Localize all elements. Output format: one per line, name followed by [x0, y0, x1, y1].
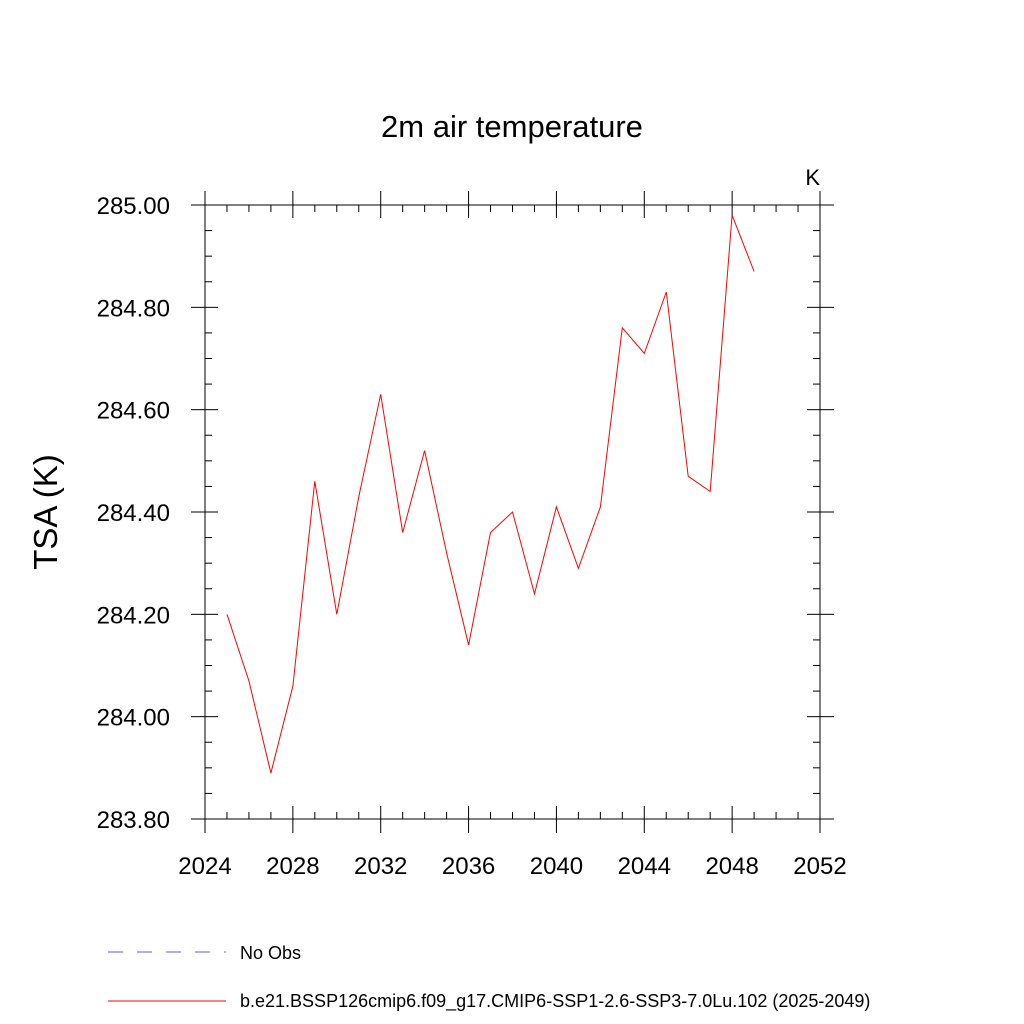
y-tick-label: 284.60	[97, 398, 170, 425]
y-tick-label: 284.80	[97, 295, 170, 322]
y-tick-label: 284.20	[97, 602, 170, 629]
legend-label-no-obs: No Obs	[240, 943, 301, 963]
chart-title: 2m air temperature	[381, 109, 643, 144]
series-line	[226, 215, 755, 774]
x-tick-label: 2024	[178, 853, 231, 880]
legend: No Obs b.e21.BSSP126cmip6.f09_g17.CMIP6-…	[108, 943, 870, 1012]
y-axis: 283.80 284.00 284.20 284.40 284.60 284.80 285.…	[97, 193, 834, 834]
legend-label-model-run: b.e21.BSSP126cmip6.f09_g17.CMIP6-SSP1-2.…	[240, 991, 870, 1012]
y-tick-label: 284.00	[97, 705, 170, 732]
x-tick-label: 2040	[530, 853, 583, 880]
y-tick-label: 284.40	[97, 500, 170, 527]
x-axis: 2024 2028 2032 2036 2040 2044 2048 2052	[178, 191, 847, 880]
x-tick-label: 2028	[266, 853, 319, 880]
x-tick-label: 2032	[354, 853, 407, 880]
y-tick-label: 283.80	[97, 807, 170, 834]
x-tick-label: 2036	[442, 853, 495, 880]
y-tick-label: 285.00	[97, 193, 170, 220]
series-layer	[226, 215, 755, 774]
x-tick-label: 2048	[705, 853, 758, 880]
units-label: K	[805, 165, 820, 190]
x-tick-label: 2044	[618, 853, 671, 880]
x-tick-label: 2052	[793, 853, 846, 880]
y-axis-label: TSA (K)	[27, 454, 64, 570]
